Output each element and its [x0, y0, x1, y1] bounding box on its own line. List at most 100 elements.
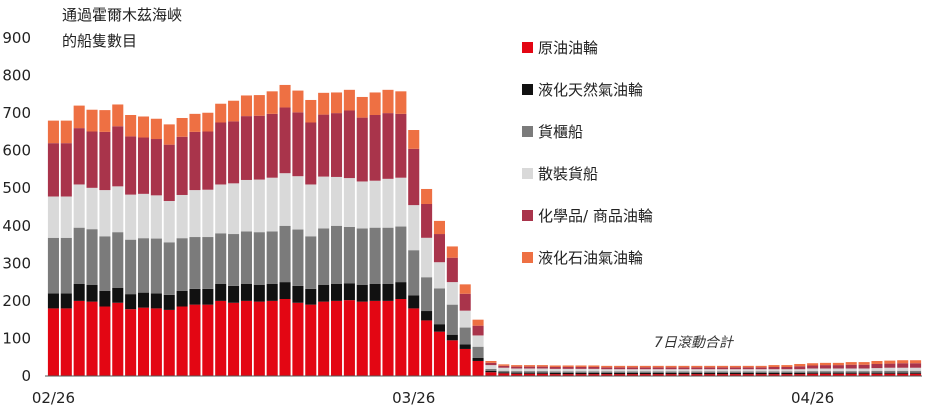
legend-label: 原油油輪: [538, 39, 599, 57]
bar-segment-series-4: [485, 362, 497, 366]
bar-segment-series-2: [575, 371, 587, 373]
bar-segment-series-0: [897, 373, 909, 376]
bar-segment-series-2: [395, 226, 407, 283]
bar-segment-series-4: [884, 363, 896, 368]
bar-segment-series-1: [652, 373, 664, 375]
bar-segment-series-0: [202, 304, 214, 376]
bar-segment-series-5: [845, 362, 857, 365]
bar-segment-series-2: [369, 227, 381, 284]
bar-segment-series-2: [884, 370, 896, 373]
bar-segment-series-0: [768, 374, 780, 376]
bar-segment-series-4: [395, 113, 407, 178]
bar-segment-series-2: [73, 227, 85, 284]
bar-segment-series-1: [382, 283, 394, 301]
bar-segment-series-1: [601, 373, 613, 375]
legend-item-container-ship: 貨櫃船: [522, 121, 583, 142]
bar-segment-series-1: [240, 283, 252, 301]
bar-segment-series-3: [858, 368, 870, 372]
bar-segment-series-3: [549, 368, 561, 372]
bar-segment-series-0: [433, 331, 445, 376]
bar-segment-series-2: [330, 225, 343, 284]
bar-segment-series-0: [292, 302, 304, 376]
bar-segment-series-0: [678, 374, 690, 376]
bar-segment-series-1: [446, 334, 458, 341]
bar-segment-series-3: [768, 369, 780, 372]
bar-segment-series-5: [356, 96, 368, 118]
bar-segment-series-0: [189, 304, 201, 376]
x-tick-label: 04/26: [791, 389, 834, 407]
bar-segment-series-4: [807, 365, 819, 369]
bar-segment-series-3: [369, 180, 381, 228]
bar-segment-series-5: [639, 365, 651, 368]
bar-segment-series-2: [897, 370, 909, 373]
bar-segment-series-5: [228, 100, 240, 122]
bar-segment-series-0: [562, 374, 574, 376]
bar-segment-series-2: [639, 371, 651, 373]
legend-swatch: [522, 42, 533, 53]
bar-segment-series-3: [614, 369, 626, 372]
bar-segment-series-1: [807, 372, 819, 374]
bar-segment-series-5: [910, 360, 922, 364]
bar-segment-series-4: [73, 128, 85, 185]
bar-segment-series-1: [755, 373, 767, 375]
bar-segment-series-0: [266, 300, 278, 376]
bar-segment-series-5: [498, 364, 510, 366]
bar-segment-series-5: [601, 365, 613, 368]
bar-segment-series-5: [176, 117, 188, 137]
bar-segment-series-3: [202, 189, 214, 238]
y-tick-label: 100: [2, 329, 31, 347]
bar-segment-series-1: [318, 284, 330, 302]
bar-segment-series-1: [86, 284, 98, 302]
bar-segment-series-1: [549, 373, 561, 375]
bar-segment-series-5: [536, 365, 548, 367]
bar-segment-series-3: [382, 178, 394, 228]
bar-segment-series-3: [253, 179, 265, 233]
bar-segment-series-2: [524, 371, 536, 373]
bar-segment-series-0: [421, 320, 433, 376]
bar-segment-series-3: [562, 368, 574, 372]
bar-segment-series-1: [253, 284, 265, 302]
bar-segment-series-5: [884, 360, 896, 364]
bar-segment-series-5: [459, 284, 471, 294]
bar-segment-series-3: [897, 367, 909, 371]
bar-segment-series-5: [408, 130, 420, 149]
bar-segment-series-5: [832, 362, 844, 366]
bar-segment-series-4: [871, 363, 883, 369]
bar-segment-series-4: [626, 367, 639, 370]
bar-segment-series-0: [819, 373, 832, 376]
bar-segment-series-4: [99, 131, 111, 191]
bar-segment-series-5: [86, 109, 98, 132]
bar-segment-series-2: [704, 371, 716, 373]
bar-segment-series-5: [755, 365, 767, 368]
bar-segment-series-1: [794, 373, 806, 375]
bar-segment-series-5: [485, 360, 497, 363]
bar-segment-series-5: [742, 365, 754, 368]
bar-segment-series-0: [472, 360, 484, 376]
bar-segment-series-2: [485, 368, 497, 371]
bar-segment-series-1: [626, 373, 639, 375]
bar-segment-series-5: [99, 110, 111, 132]
bar-segment-series-3: [742, 369, 754, 372]
bar-segment-series-4: [356, 117, 368, 182]
bar-segment-series-5: [588, 365, 600, 367]
bar-segment-series-4: [137, 137, 150, 194]
y-tick-label: 0: [21, 367, 31, 385]
legend-label: 散裝貨船: [538, 165, 599, 183]
bar-segment-series-2: [266, 231, 278, 284]
bar-segment-series-4: [845, 364, 857, 369]
bar-segment-series-3: [137, 193, 150, 239]
bar-segment-series-1: [266, 283, 278, 301]
bar-segment-series-2: [807, 371, 819, 373]
bar-segment-series-3: [73, 184, 85, 228]
bar-segment-series-1: [215, 283, 227, 301]
legend-swatch: [522, 126, 533, 137]
bar-segment-series-3: [150, 195, 162, 239]
bar-segment-series-2: [910, 370, 922, 373]
bar-segment-series-3: [279, 173, 291, 226]
bar-segment-series-4: [639, 367, 651, 370]
bar-segment-series-0: [755, 374, 767, 376]
bar-segment-series-3: [176, 194, 188, 239]
y-tick-label: 700: [2, 104, 31, 122]
bar-segment-series-4: [652, 367, 664, 370]
